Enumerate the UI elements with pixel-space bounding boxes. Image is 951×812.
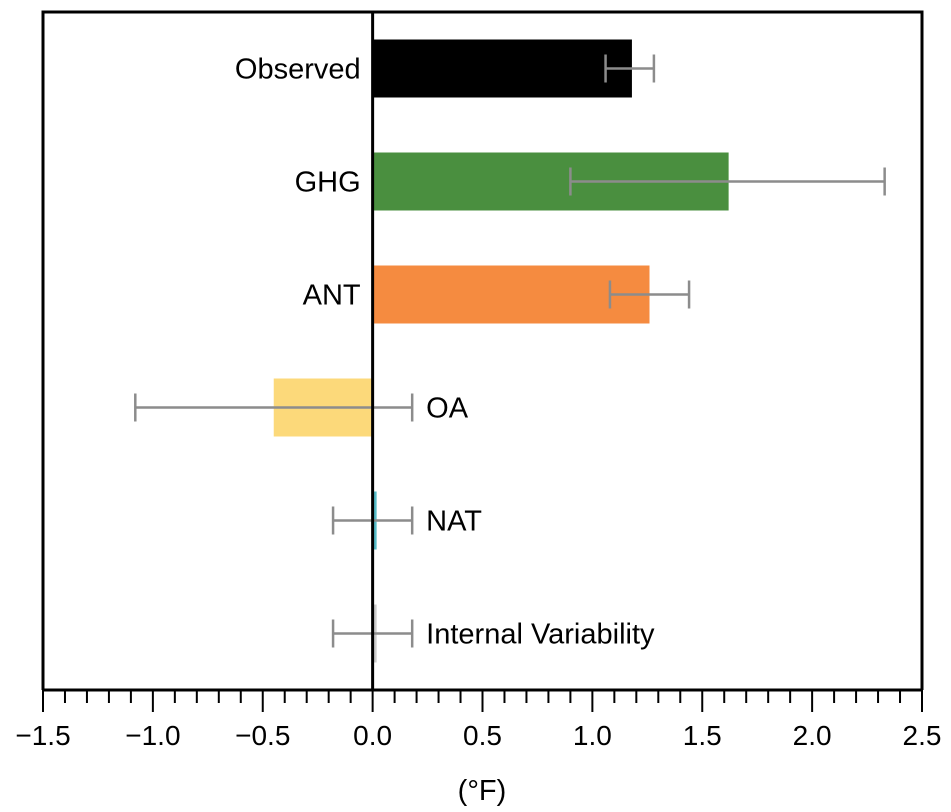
category-label: Internal Variability (426, 619, 655, 651)
bar-ant (372, 265, 650, 324)
error-bar-ghg (569, 167, 886, 196)
x-tick-label: −0.5 (235, 720, 290, 751)
x-tick-label: 1.0 (573, 720, 612, 751)
x-tick-label: 2.5 (903, 720, 942, 751)
category-label: NAT (426, 506, 482, 538)
x-tick-label: 1.5 (683, 720, 722, 751)
category-label: OA (426, 393, 469, 425)
error-bar-ant (608, 280, 691, 309)
x-tick-label: 2.0 (793, 720, 832, 751)
x-tick-label: −1.5 (15, 720, 70, 751)
bar-observed (372, 39, 632, 98)
x-tick-label: 0.0 (353, 720, 392, 751)
category-label: ANT (303, 280, 361, 312)
x-axis-label: (°F) (458, 775, 507, 807)
error-bar-observed (604, 54, 656, 83)
error-bar-oa (134, 393, 414, 422)
category-label: Observed (235, 54, 361, 86)
x-tick-label: −1.0 (125, 720, 180, 751)
plot-frame (41, 10, 924, 690)
x-tick-label: 0.5 (463, 720, 502, 751)
category-label: GHG (295, 167, 361, 199)
